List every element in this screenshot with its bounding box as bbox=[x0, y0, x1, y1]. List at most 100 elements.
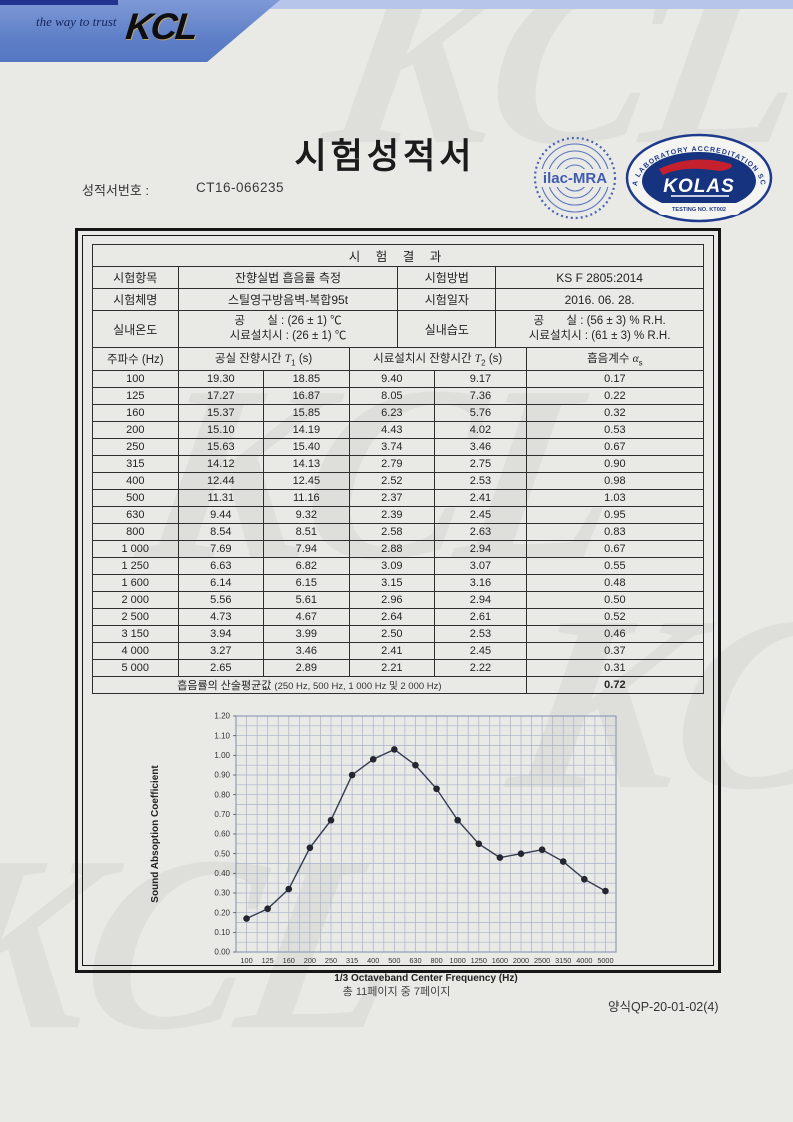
value-cell: 18.85 bbox=[263, 370, 350, 388]
svg-text:1000: 1000 bbox=[450, 956, 466, 965]
average-value: 0.72 bbox=[525, 676, 705, 694]
value-cell: 2.45 bbox=[434, 506, 527, 524]
svg-text:0.90: 0.90 bbox=[214, 771, 230, 780]
test-method-label: 시험방법 bbox=[397, 266, 497, 289]
svg-text:160: 160 bbox=[283, 956, 295, 965]
room-humidity-label: 실내습도 bbox=[397, 310, 497, 348]
value-cell: 7.69 bbox=[177, 540, 265, 558]
value-cell: 6.23 bbox=[348, 404, 436, 422]
value-cell: 0.17 bbox=[525, 370, 705, 388]
value-cell: 2.65 bbox=[177, 659, 265, 677]
svg-text:Sound Absoption Coefficient: Sound Absoption Coefficient bbox=[150, 765, 161, 903]
room-temp-value: 공 실 : (26 ± 1) ℃ 시료설치시 : (26 ± 1) ℃ bbox=[177, 310, 399, 348]
svg-text:5000: 5000 bbox=[597, 956, 613, 965]
value-cell: 4.02 bbox=[434, 421, 527, 439]
svg-text:250: 250 bbox=[325, 956, 337, 965]
svg-text:200: 200 bbox=[304, 956, 316, 965]
value-cell: 14.13 bbox=[263, 455, 350, 473]
form-number-text: 양식QP-20-01-02(4) bbox=[608, 1000, 719, 1014]
value-cell: 3.46 bbox=[263, 642, 350, 660]
page-number-text: 총 11페이지 중 7페이지 bbox=[342, 986, 451, 998]
test-info-table: 시 험 결 과 시험항목 잔향실법 흡음률 측정 시험방법 KS F 2805:… bbox=[92, 244, 704, 348]
value-cell: 3.27 bbox=[177, 642, 265, 660]
table-row: 200 15.10 14.19 4.43 4.02 0.53 bbox=[92, 421, 705, 439]
value-cell: 2.53 bbox=[434, 625, 527, 643]
value-cell: 2.96 bbox=[348, 591, 436, 609]
value-cell: 0.32 bbox=[525, 404, 705, 422]
value-cell: 8.05 bbox=[348, 387, 436, 405]
value-cell: 2.50 bbox=[348, 625, 436, 643]
report-number-label: 성적서번호 : bbox=[82, 183, 150, 198]
freq-cell: 125 bbox=[92, 387, 179, 405]
svg-text:125: 125 bbox=[262, 956, 274, 965]
value-cell: 2.61 bbox=[434, 608, 527, 626]
banner-strip bbox=[0, 0, 793, 9]
report-number-value: CT16-066235 bbox=[196, 180, 285, 195]
value-cell: 12.45 bbox=[263, 472, 350, 490]
value-cell: 2.41 bbox=[434, 489, 527, 507]
freq-cell: 400 bbox=[92, 472, 179, 490]
value-cell: 8.54 bbox=[177, 523, 265, 541]
value-cell: 2.94 bbox=[434, 540, 527, 558]
table-row: 800 8.54 8.51 2.58 2.63 0.83 bbox=[92, 523, 705, 541]
t2-header: 시료설치시 잔향시간 T2 (s) bbox=[348, 347, 527, 371]
svg-text:800: 800 bbox=[430, 956, 442, 965]
svg-text:0.00: 0.00 bbox=[214, 948, 230, 957]
value-cell: 6.82 bbox=[263, 557, 350, 575]
value-cell: 2.52 bbox=[348, 472, 436, 490]
value-cell: 11.16 bbox=[263, 489, 350, 507]
table-row: 시험항목 잔향실법 흡음률 측정 시험방법 KS F 2805:2014 bbox=[92, 266, 704, 289]
value-cell: 2.53 bbox=[434, 472, 527, 490]
specimen-value: 스틸영구방음벽-복합95t bbox=[177, 288, 399, 311]
freq-cell: 1 250 bbox=[92, 557, 179, 575]
svg-text:KOLAS: KOLAS bbox=[663, 176, 735, 197]
absorption-chart: 0.00 0.10 0.20 0.30 0.40 0.50 0.60 0.70 0.80 0.90… bbox=[144, 704, 704, 1001]
value-cell: 15.85 bbox=[263, 404, 350, 422]
svg-text:1250: 1250 bbox=[471, 956, 487, 965]
kolas-seal-icon: KOREA LABORATORY ACCREDITATION SCHEME KO… bbox=[623, 131, 773, 223]
value-cell: 0.50 bbox=[525, 591, 705, 609]
value-cell: 15.40 bbox=[263, 438, 350, 456]
value-cell: 0.46 bbox=[525, 625, 705, 643]
value-cell: 1.03 bbox=[525, 489, 705, 507]
average-label: 흡음률의 산술평균값 (250 Hz, 500 Hz, 1 000 Hz 및 2… bbox=[92, 676, 527, 694]
table-row: 시험체명 스틸영구방음벽-복합95t 시험일자 2016. 06. 28. bbox=[92, 288, 704, 311]
value-cell: 6.14 bbox=[177, 574, 265, 592]
specimen-label: 시험체명 bbox=[92, 288, 179, 311]
value-cell: 2.39 bbox=[348, 506, 436, 524]
table-row: 250 15.63 15.40 3.74 3.46 0.67 bbox=[92, 438, 705, 456]
svg-text:0.70: 0.70 bbox=[214, 810, 230, 819]
test-item-label: 시험항목 bbox=[92, 266, 179, 289]
value-cell: 2.94 bbox=[434, 591, 527, 609]
table-row: 2 000 5.56 5.61 2.96 2.94 0.50 bbox=[92, 591, 705, 609]
table-row: 125 17.27 16.87 8.05 7.36 0.22 bbox=[92, 387, 705, 405]
value-cell: 0.83 bbox=[525, 523, 705, 541]
value-cell: 2.88 bbox=[348, 540, 436, 558]
value-cell: 2.21 bbox=[348, 659, 436, 677]
value-cell: 0.55 bbox=[525, 557, 705, 575]
table-row: 실내온도 공 실 : (26 ± 1) ℃ 시료설치시 : (26 ± 1) ℃… bbox=[92, 310, 704, 348]
value-cell: 0.52 bbox=[525, 608, 705, 626]
table-row: 100 19.30 18.85 9.40 9.17 0.17 bbox=[92, 370, 705, 388]
kcl-tagline: the way to trust bbox=[36, 14, 117, 29]
svg-text:2000: 2000 bbox=[513, 956, 529, 965]
value-cell: 2.79 bbox=[348, 455, 436, 473]
table-row: 1 250 6.63 6.82 3.09 3.07 0.55 bbox=[92, 557, 705, 575]
value-cell: 17.27 bbox=[177, 387, 265, 405]
svg-text:ilac-MRA: ilac-MRA bbox=[543, 170, 607, 187]
test-date-label: 시험일자 bbox=[397, 288, 497, 311]
value-cell: 2.89 bbox=[263, 659, 350, 677]
table-row: 160 15.37 15.85 6.23 5.76 0.32 bbox=[92, 404, 705, 422]
results-outer-frame: 시 험 결 과 시험항목 잔향실법 흡음률 측정 시험방법 KS F 2805:… bbox=[75, 228, 721, 984]
table-row: 3 150 3.94 3.99 2.50 2.53 0.46 bbox=[92, 625, 705, 643]
value-cell: 3.99 bbox=[263, 625, 350, 643]
table-row: 630 9.44 9.32 2.39 2.45 0.95 bbox=[92, 506, 705, 524]
value-cell: 2.58 bbox=[348, 523, 436, 541]
page-title: 시험성적서 bbox=[294, 137, 476, 176]
value-cell: 6.63 bbox=[177, 557, 265, 575]
kcl-logo: KCL bbox=[123, 6, 199, 47]
value-cell: 4.67 bbox=[263, 608, 350, 626]
svg-text:0.10: 0.10 bbox=[214, 928, 230, 937]
test-method-value: KS F 2805:2014 bbox=[495, 266, 704, 289]
